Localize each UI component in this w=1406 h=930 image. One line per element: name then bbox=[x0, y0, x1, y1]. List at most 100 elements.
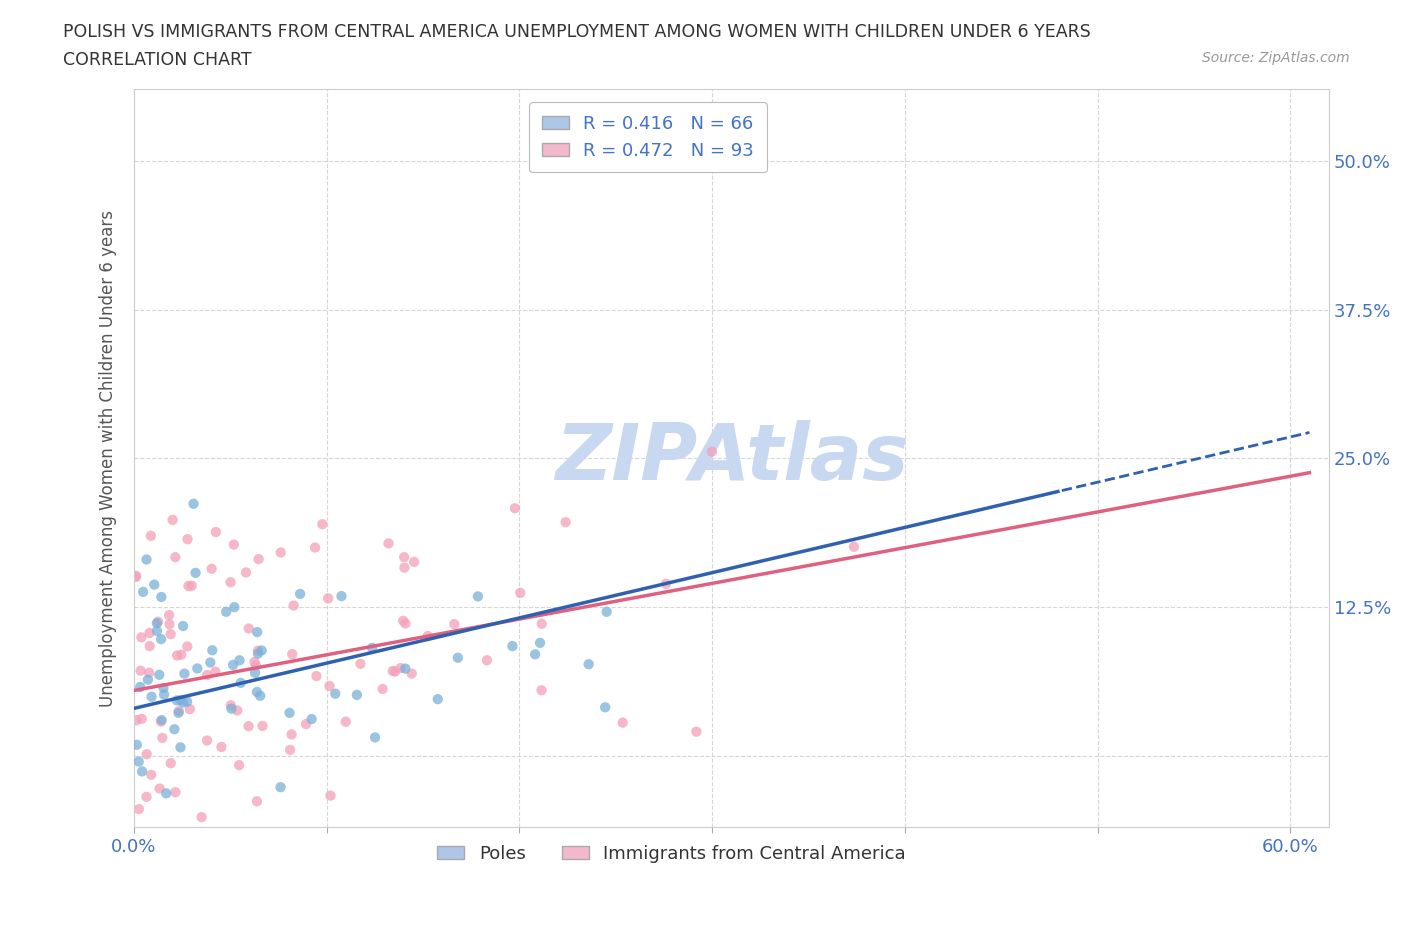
Point bbox=[150, 631, 173, 646]
Point bbox=[246, 644, 269, 658]
Point bbox=[243, 655, 266, 670]
Point bbox=[249, 688, 271, 703]
Point bbox=[278, 706, 301, 721]
Point bbox=[304, 540, 326, 555]
Point bbox=[404, 554, 426, 569]
Point bbox=[136, 672, 159, 687]
Point bbox=[685, 724, 707, 739]
Point bbox=[173, 666, 195, 681]
Point bbox=[219, 575, 242, 590]
Point bbox=[138, 626, 160, 641]
Point bbox=[200, 655, 222, 670]
Point bbox=[416, 629, 439, 644]
Point bbox=[842, 539, 865, 554]
Point bbox=[167, 705, 190, 720]
Point bbox=[384, 664, 406, 679]
Point bbox=[146, 616, 169, 631]
Point bbox=[389, 660, 412, 675]
Point bbox=[138, 665, 160, 680]
Point bbox=[301, 711, 323, 726]
Point bbox=[394, 616, 416, 631]
Point bbox=[150, 712, 173, 727]
Point bbox=[166, 648, 188, 663]
Point bbox=[159, 627, 181, 642]
Point bbox=[125, 569, 148, 584]
Point bbox=[305, 669, 328, 684]
Point bbox=[190, 834, 212, 849]
Point bbox=[167, 704, 190, 719]
Point bbox=[204, 525, 226, 539]
Point bbox=[169, 740, 191, 755]
Point bbox=[228, 653, 250, 668]
Point bbox=[135, 747, 157, 762]
Point bbox=[201, 643, 224, 658]
Point bbox=[190, 810, 212, 825]
Point bbox=[165, 785, 187, 800]
Point bbox=[501, 639, 523, 654]
Text: CORRELATION CHART: CORRELATION CHART bbox=[63, 51, 252, 69]
Point bbox=[195, 733, 218, 748]
Y-axis label: Unemployment Among Women with Children Under 6 years: Unemployment Among Women with Children U… bbox=[100, 210, 117, 707]
Point bbox=[131, 711, 153, 726]
Point bbox=[593, 700, 616, 715]
Point bbox=[184, 565, 207, 580]
Point bbox=[700, 445, 723, 459]
Point bbox=[316, 591, 339, 605]
Point bbox=[146, 614, 169, 629]
Point bbox=[221, 854, 243, 869]
Point bbox=[524, 647, 547, 662]
Point bbox=[401, 666, 423, 681]
Point bbox=[180, 578, 202, 593]
Point bbox=[177, 578, 200, 593]
Point bbox=[131, 764, 153, 778]
Text: POLISH VS IMMIGRANTS FROM CENTRAL AMERICA UNEMPLOYMENT AMONG WOMEN WITH CHILDREN: POLISH VS IMMIGRANTS FROM CENTRAL AMERIC… bbox=[63, 23, 1091, 41]
Point bbox=[143, 578, 166, 592]
Point bbox=[247, 551, 270, 566]
Point bbox=[215, 604, 238, 619]
Point bbox=[250, 643, 273, 658]
Point bbox=[503, 500, 526, 515]
Point bbox=[166, 693, 188, 708]
Point bbox=[159, 756, 181, 771]
Point bbox=[224, 600, 246, 615]
Point bbox=[205, 884, 228, 899]
Point bbox=[163, 722, 186, 737]
Point bbox=[176, 532, 198, 547]
Text: Source: ZipAtlas.com: Source: ZipAtlas.com bbox=[1202, 51, 1350, 65]
Point bbox=[278, 742, 301, 757]
Point bbox=[283, 598, 305, 613]
Point bbox=[467, 589, 489, 604]
Point bbox=[246, 794, 269, 809]
Point bbox=[288, 587, 311, 602]
Point bbox=[162, 512, 184, 527]
Point bbox=[311, 517, 333, 532]
Point bbox=[155, 786, 177, 801]
Point bbox=[150, 730, 173, 745]
Legend: Poles, Immigrants from Central America: Poles, Immigrants from Central America bbox=[430, 838, 914, 870]
Point bbox=[377, 536, 399, 551]
Point bbox=[228, 758, 250, 773]
Point bbox=[150, 590, 173, 604]
Point bbox=[125, 712, 148, 727]
Point bbox=[247, 646, 270, 661]
Point bbox=[235, 565, 257, 579]
Point bbox=[159, 617, 181, 631]
Point bbox=[131, 630, 153, 644]
Point bbox=[172, 695, 194, 710]
Point bbox=[246, 684, 269, 699]
Point bbox=[530, 683, 553, 698]
Point bbox=[529, 635, 551, 650]
Point bbox=[394, 560, 416, 575]
Point bbox=[204, 664, 226, 679]
Point bbox=[201, 562, 224, 577]
Point bbox=[238, 621, 260, 636]
Point bbox=[135, 790, 157, 804]
Point bbox=[394, 661, 416, 676]
Point bbox=[371, 682, 394, 697]
Point bbox=[392, 550, 415, 565]
Point bbox=[157, 607, 180, 622]
Point bbox=[125, 737, 148, 752]
Point bbox=[346, 687, 368, 702]
Point bbox=[252, 719, 274, 734]
Point bbox=[176, 694, 198, 709]
